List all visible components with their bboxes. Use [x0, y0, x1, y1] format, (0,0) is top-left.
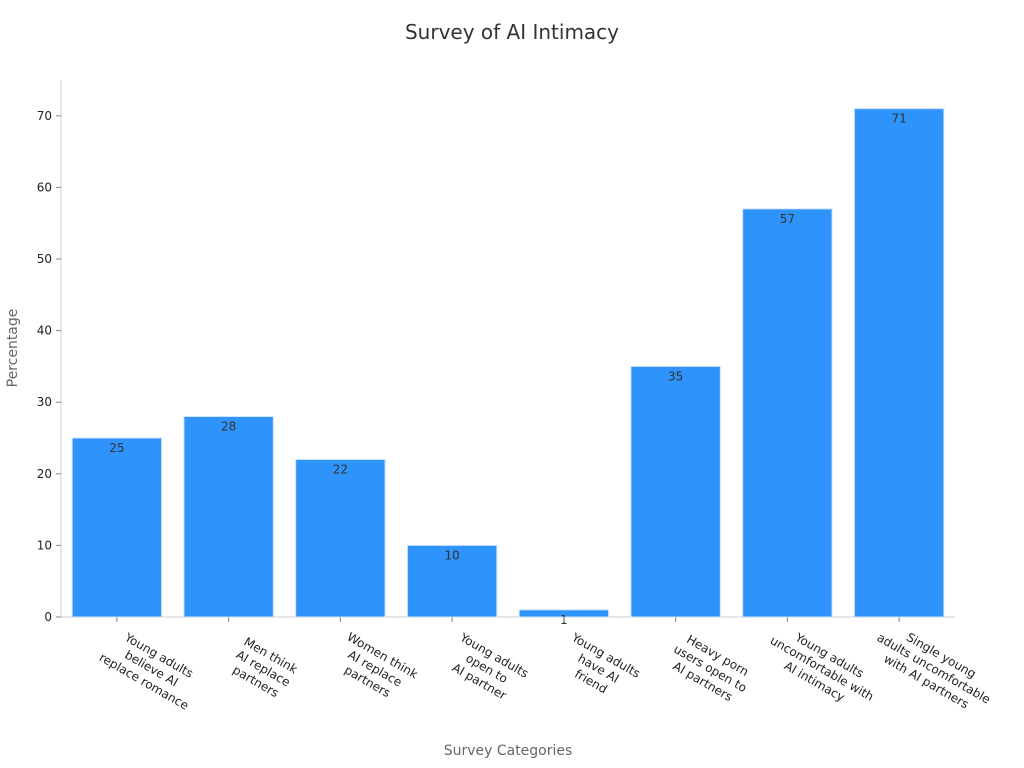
x-tick-label: Men thinkAI replacepartners	[226, 634, 300, 702]
x-tick-label: Young adultsbelieve AIreplace romance	[97, 624, 206, 713]
bar	[630, 365, 721, 618]
y-tick-label: 10	[37, 538, 52, 552]
x-tick-label: Young adultsopen toAI partner	[442, 630, 531, 707]
bar	[295, 458, 386, 618]
data-label: 71	[891, 112, 906, 126]
data-label: 10	[444, 548, 459, 562]
data-label: 35	[668, 369, 683, 383]
bar	[71, 437, 163, 618]
data-label: 28	[221, 420, 236, 434]
data-label: 22	[333, 462, 348, 476]
y-tick-label: 20	[37, 467, 52, 481]
y-tick-label: 50	[37, 252, 52, 266]
bar	[742, 208, 833, 618]
x-tick-label: Young adultsuncomfortable withAI intimac…	[760, 620, 883, 717]
x-tick-label: Young adultshave AIfriend	[553, 630, 642, 707]
y-tick-label: 70	[37, 109, 52, 123]
y-tick-label: 30	[37, 395, 52, 409]
x-tick-label: Single youngadults uncomfortablewith AI …	[867, 617, 1000, 719]
y-tick-label: 60	[37, 180, 52, 194]
chart-title: Survey of AI Intimacy	[404, 20, 620, 44]
bar	[853, 108, 945, 618]
x-tick-label: Women thinkAI replacepartners	[330, 630, 421, 708]
y-tick-label: 0	[44, 610, 52, 624]
x-tick-label: Heavy pornusers open toAI partners	[664, 629, 757, 708]
y-tick-label: 40	[37, 324, 52, 338]
bar	[183, 416, 274, 618]
x-axis-label: Survey Categories	[444, 743, 573, 759]
data-label: 57	[780, 212, 795, 226]
data-label: 25	[109, 441, 124, 455]
y-axis-label: Percentage	[5, 309, 21, 388]
